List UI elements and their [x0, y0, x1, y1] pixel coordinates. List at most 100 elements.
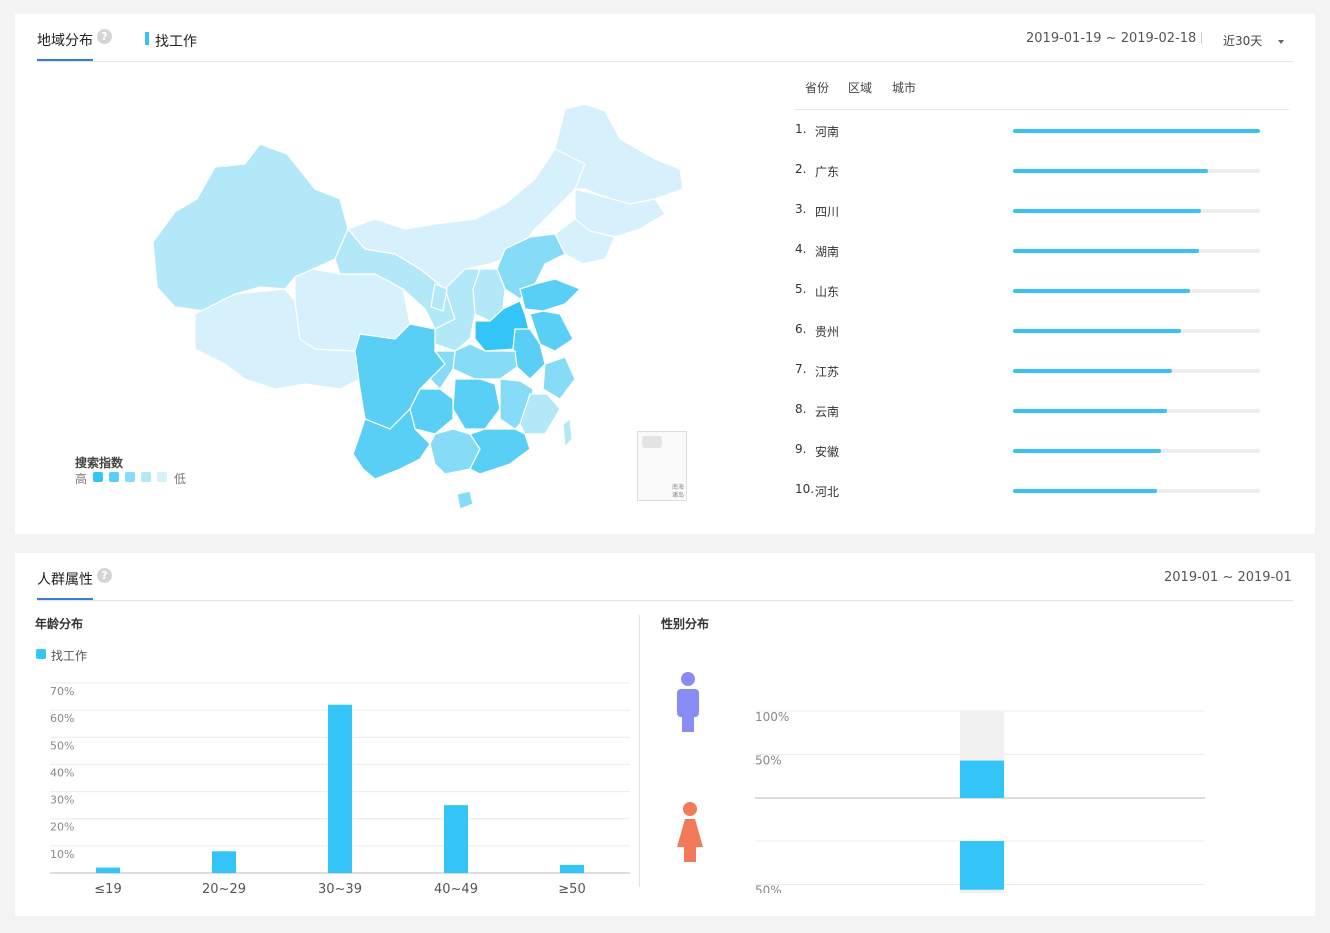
- legend-swatch: [141, 472, 151, 482]
- rank-number: 5.: [795, 282, 807, 296]
- rank-bar-track: [1013, 289, 1260, 293]
- inset-label-line-1: 南海: [672, 484, 685, 491]
- gender-tick-label: 50%: [755, 754, 782, 768]
- age-bar[interactable]: [560, 864, 584, 873]
- map-region: [409, 388, 454, 435]
- map-region: [554, 218, 616, 265]
- rank-bar-track: [1013, 369, 1260, 373]
- rank-bar-fill: [1013, 489, 1158, 493]
- rank-bar-track: [1013, 409, 1260, 413]
- age-legend-label: 找工作: [51, 649, 88, 663]
- list-item: 10. 河北: [795, 482, 1265, 502]
- rank-name: 山东: [815, 285, 840, 299]
- date-separator: [1201, 32, 1202, 44]
- help-icon[interactable]: ?: [97, 29, 112, 44]
- female-icon: [677, 802, 703, 862]
- list-item: 5. 山东: [795, 282, 1265, 302]
- legend-swatch: [109, 472, 119, 482]
- rank-bar-fill: [1013, 289, 1190, 293]
- female-bar[interactable]: [960, 841, 1004, 890]
- inset-label: 南海 诸岛: [672, 484, 684, 500]
- rank-name: 贵州: [815, 325, 840, 339]
- rank-bar-track: [1013, 169, 1260, 173]
- rank-name: 湖南: [815, 245, 840, 259]
- list-item: 9. 安徽: [795, 442, 1265, 462]
- age-bar[interactable]: [328, 704, 352, 873]
- crowd-date-range: 2019-01 ~ 2019-01: [1164, 570, 1292, 585]
- age-bar[interactable]: [444, 805, 468, 873]
- rank-bar-track: [1013, 329, 1260, 333]
- rank-name: 广东: [815, 165, 840, 179]
- subtab-province[interactable]: 省份: [805, 81, 830, 95]
- keyword-label: 找工作: [155, 34, 197, 50]
- gender-tick-label: 100%: [755, 710, 789, 724]
- keyword-color-marker: [145, 32, 149, 45]
- male-bar[interactable]: [960, 760, 1004, 798]
- age-bar-chart: 10% 20% 30% 40% 50% 60% 70% ≤19 20~29 30~39 40~49 ≥…: [50, 682, 630, 897]
- rank-name: 四川: [815, 205, 840, 219]
- header-divider: [37, 600, 1293, 601]
- rank-bar-fill: [1013, 369, 1173, 373]
- y-tick-label: 70%: [50, 685, 74, 698]
- map-region: [554, 103, 684, 205]
- inset-label-line-2: 诸岛: [672, 492, 685, 499]
- range-select[interactable]: 近30天: [1223, 32, 1285, 49]
- list-item: 4. 湖南: [795, 242, 1265, 262]
- age-bar[interactable]: [96, 867, 120, 873]
- legend-swatch: [93, 472, 103, 482]
- region-tab-title[interactable]: 地域分布: [37, 33, 93, 49]
- map-region: [352, 407, 431, 480]
- rank-bar-fill: [1013, 209, 1201, 213]
- map-region: [469, 428, 531, 475]
- rank-number: 9.: [795, 442, 807, 456]
- x-tick-label: ≥50: [558, 882, 585, 897]
- age-bar[interactable]: [212, 851, 236, 873]
- male-icon: [677, 672, 699, 732]
- y-tick-label: 60%: [50, 712, 74, 725]
- list-item: 1. 河南: [795, 122, 1265, 142]
- gender-tick-label: 50%: [755, 884, 782, 894]
- y-tick-label: 30%: [50, 794, 74, 807]
- region-card: 地域分布 ? 找工作 2019-01-19 ~ 2019-02-18 近30天: [15, 14, 1315, 534]
- rank-name: 河南: [815, 125, 840, 139]
- rank-bar-track: [1013, 129, 1260, 133]
- x-tick-label: 40~49: [434, 882, 478, 897]
- rank-bar-fill: [1013, 409, 1168, 413]
- rank-bar-fill: [1013, 249, 1200, 253]
- y-tick-label: 20%: [50, 821, 74, 834]
- subtab-area[interactable]: 区域: [848, 81, 873, 95]
- rank-bar-fill: [1013, 169, 1209, 173]
- rank-name: 江苏: [815, 365, 840, 379]
- map-legend-title: 搜索指数: [75, 456, 124, 470]
- gender-bar-chart: 100%50%50%100%: [755, 710, 1205, 894]
- help-icon[interactable]: ?: [97, 568, 112, 583]
- crowd-card: 人群属性 ? 2019-01 ~ 2019-01 年龄分布 找工作 10% 20%…: [15, 553, 1315, 916]
- crowd-tab-title[interactable]: 人群属性: [37, 572, 93, 588]
- list-item: 8. 云南: [795, 402, 1265, 422]
- rank-bar-track: [1013, 449, 1260, 453]
- list-item: 6. 贵州: [795, 322, 1265, 342]
- rank-bar-track: [1013, 489, 1260, 493]
- map-region: [562, 417, 573, 449]
- rank-number: 2.: [795, 162, 807, 176]
- map-region: [519, 278, 582, 312]
- rank-bar-fill: [1013, 449, 1162, 453]
- map-region: [456, 490, 474, 509]
- china-map[interactable]: [135, 89, 695, 509]
- rank-number: 4.: [795, 242, 807, 256]
- subtab-city[interactable]: 城市: [892, 81, 917, 95]
- date-range: 2019-01-19 ~ 2019-02-18: [1026, 31, 1197, 46]
- rank-number: 8.: [795, 402, 807, 416]
- map-legend-high: 高: [75, 472, 88, 486]
- age-legend-swatch: [36, 649, 46, 659]
- active-tab-underline: [37, 59, 93, 61]
- rank-number: 6.: [795, 322, 807, 336]
- legend-swatch: [157, 472, 167, 482]
- legend-swatch: [125, 472, 135, 482]
- list-item: 3. 四川: [795, 202, 1265, 222]
- map-region: [452, 343, 518, 380]
- map-region: [542, 356, 576, 400]
- map-region: [452, 378, 501, 430]
- range-select-value: 近30天: [1223, 34, 1263, 48]
- map-region: [430, 283, 448, 312]
